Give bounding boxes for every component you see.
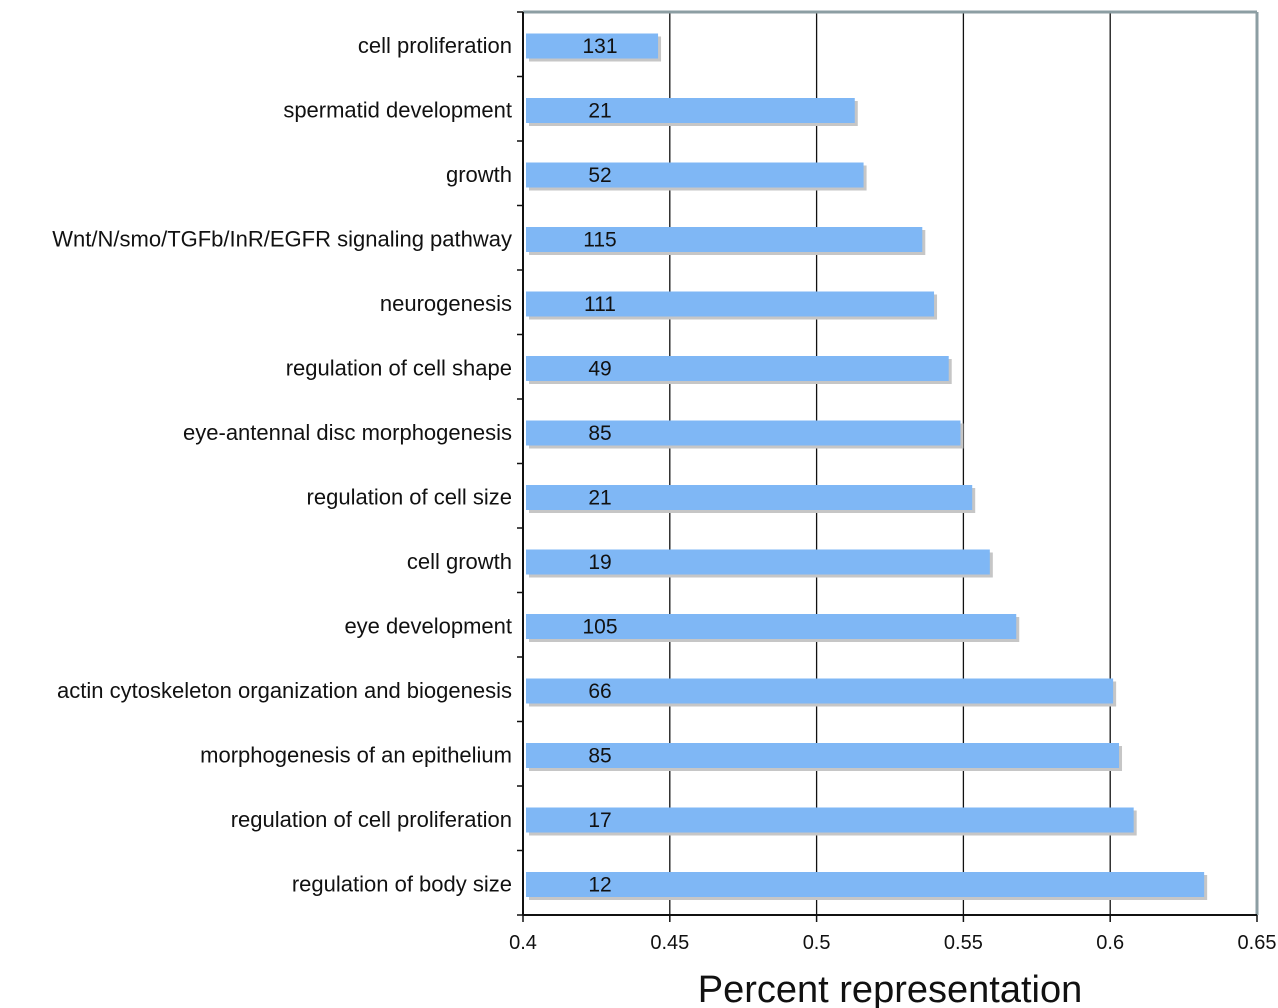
category-label: spermatid development xyxy=(283,98,512,123)
category-labels: cell proliferation spermatid development g… xyxy=(52,33,512,897)
x-tick-label: 0.5 xyxy=(803,932,831,954)
bar-count-label: 52 xyxy=(588,164,611,187)
x-tick-label: 0.6 xyxy=(1096,932,1124,954)
x-axis-title: Percent representation xyxy=(698,969,1082,1008)
category-label: regulation of cell size xyxy=(307,485,512,510)
x-tick-label: 0.4 xyxy=(509,932,537,954)
bar xyxy=(526,291,935,317)
bar-count-label: 85 xyxy=(588,422,611,445)
bar xyxy=(526,549,990,575)
bar xyxy=(526,356,949,381)
bar xyxy=(526,872,1205,897)
bar-count-label: 115 xyxy=(583,229,616,252)
category-label: regulation of cell proliferation xyxy=(231,807,512,832)
category-label: actin cytoskeleton organization and biog… xyxy=(57,678,512,703)
bar-count-label: 131 xyxy=(582,35,617,58)
bar xyxy=(526,227,923,252)
bar-count-label: 17 xyxy=(588,809,611,832)
bar xyxy=(526,420,961,446)
category-label: cell proliferation xyxy=(358,33,512,58)
category-label: morphogenesis of an epithelium xyxy=(200,743,512,768)
bar-count-label: 105 xyxy=(582,616,617,639)
category-label: regulation of body size xyxy=(292,872,512,897)
x-tick-label: 0.65 xyxy=(1238,932,1277,954)
category-label: eye development xyxy=(344,614,512,639)
bar xyxy=(526,807,1134,833)
bar xyxy=(526,678,1114,704)
bar xyxy=(526,33,659,59)
bar xyxy=(526,614,1017,639)
bar-count-label: 12 xyxy=(588,874,611,897)
gridlines xyxy=(669,12,1111,915)
bar xyxy=(526,485,973,510)
bar-count-label: 49 xyxy=(588,358,611,381)
plot-frame xyxy=(523,10,1259,915)
x-tick-label: 0.55 xyxy=(944,932,983,954)
category-label: Wnt/N/smo/TGFb/InR/EGFR signaling pathwa… xyxy=(52,227,512,252)
bar xyxy=(526,98,855,123)
category-label: eye-antennal disc morphogenesis xyxy=(183,420,512,445)
category-label: neurogenesis xyxy=(380,291,512,316)
bar-count-label: 85 xyxy=(588,745,611,768)
category-label: growth xyxy=(446,162,512,187)
bar xyxy=(526,743,1120,768)
bar-count-label: 21 xyxy=(588,487,611,510)
bars: 131 21 52 115 111 49 85 21 19 105 66 85 17 12 xyxy=(526,33,1208,900)
axes: 0.4 0.45 0.5 0.55 0.6 0.65 xyxy=(509,11,1277,954)
x-tick-label: 0.45 xyxy=(650,932,689,954)
bar-count-label: 111 xyxy=(584,293,616,316)
bar-count-label: 19 xyxy=(588,551,611,574)
bar-count-label: 21 xyxy=(588,100,611,123)
bar-count-label: 66 xyxy=(588,680,611,703)
category-label: regulation of cell shape xyxy=(286,356,512,381)
bar xyxy=(526,162,864,188)
category-label: cell growth xyxy=(407,549,512,574)
